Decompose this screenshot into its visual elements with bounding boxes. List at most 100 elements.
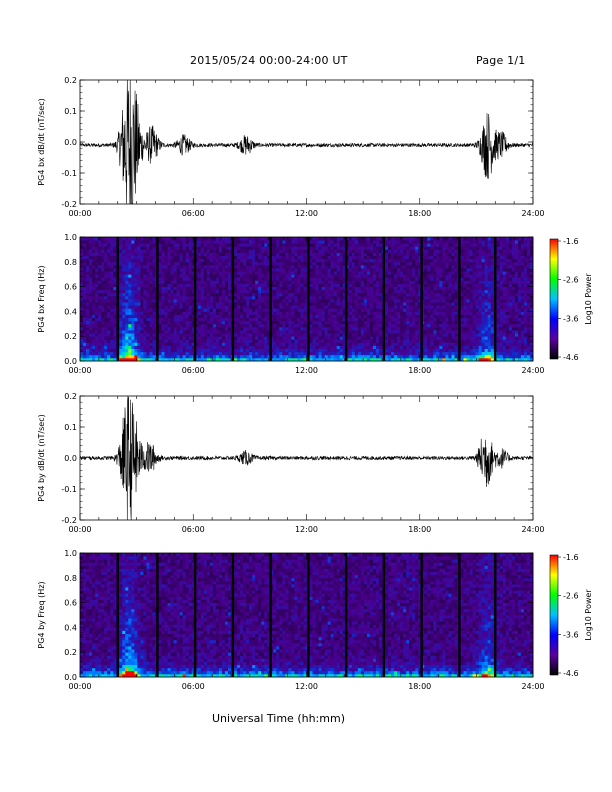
spectrogram-cell: [161, 314, 165, 318]
spectrogram-cell: [176, 268, 181, 272]
spectrogram-cell: [436, 330, 440, 334]
spectrogram-cell: [182, 330, 187, 334]
spectrogram-cell: [261, 249, 265, 253]
spectrogram-cell: [327, 345, 332, 349]
spectrogram-cell: [167, 342, 171, 346]
spectrogram-cell: [134, 342, 138, 346]
spectrogram-cell: [339, 261, 344, 266]
spectrogram-cell: [101, 354, 105, 359]
spectrogram-cell: [215, 314, 220, 318]
spectrogram-cell: [336, 271, 341, 275]
spectrogram-cell: [282, 320, 286, 325]
spectrogram-cell: [134, 336, 138, 340]
spectrogram-cell: [170, 295, 175, 300]
spectrogram-cell: [345, 302, 350, 306]
spectrogram-cell: [161, 249, 165, 253]
spectrogram-cell: [92, 280, 96, 284]
spectrogram-cell: [415, 311, 419, 315]
spectrogram-cell: [173, 274, 178, 278]
spectrogram-cell: [394, 274, 398, 278]
spectrogram-cell: [122, 252, 126, 256]
spectrogram-cell: [146, 302, 150, 306]
spectrogram-cell: [125, 357, 129, 362]
spectrogram-cell: [291, 280, 295, 284]
spectrogram-cell: [363, 354, 368, 359]
spectrogram-cell: [294, 258, 298, 263]
spectrogram-cell: [436, 326, 440, 331]
spectrogram-cell: [400, 299, 404, 303]
spectrogram-cell: [113, 268, 117, 272]
spectrogram-cell: [122, 305, 126, 309]
spectrogram-cell: [351, 305, 356, 309]
spectrogram-cell: [378, 339, 383, 343]
spectrogram-cell: [412, 351, 416, 356]
spectrogram-cell: [369, 280, 374, 284]
spectrogram-cell: [273, 354, 277, 359]
spectrogram-cell: [261, 274, 265, 278]
spectrogram-cell: [98, 317, 102, 322]
spectrogram-cell: [191, 326, 196, 331]
spectrogram-cell: [221, 308, 226, 312]
spectrogram-cell: [227, 264, 232, 269]
spectrogram-cell: [424, 305, 428, 309]
spectrogram-cell: [107, 342, 111, 346]
spectrogram-cell: [218, 277, 223, 281]
spectrogram-cell: [134, 323, 138, 328]
spectrogram-cell: [342, 320, 347, 325]
spectrogram-cell: [170, 345, 175, 349]
spectrogram-cell: [167, 243, 171, 247]
spectrogram-cell: [110, 357, 114, 362]
spectrogram-cell: [258, 292, 262, 297]
spectrogram-cell: [131, 314, 135, 318]
spectrogram-cell: [107, 357, 111, 362]
spectrogram-cell: [107, 326, 111, 331]
spectrogram-cell: [388, 246, 392, 250]
spectrogram-cell: [360, 299, 365, 303]
spectrogram-cell: [173, 339, 178, 343]
spectrogram-cell: [92, 261, 96, 266]
spectrogram-cell: [357, 323, 362, 328]
spectrogram-cell: [360, 357, 365, 362]
spectrogram-cell: [221, 345, 226, 349]
spectrogram-cell: [339, 311, 344, 315]
spectrogram-cell: [400, 240, 404, 244]
spectrogram-cell: [357, 314, 362, 318]
spectrogram-cell: [418, 289, 422, 294]
spectrogram-cell: [173, 345, 178, 349]
spectrogram-cell: [215, 292, 220, 297]
spectrogram-cell: [188, 289, 193, 294]
spectrogram-cell: [391, 292, 395, 297]
spectrogram-cell: [209, 342, 214, 346]
spectrogram-cell: [309, 246, 313, 250]
spectrogram-cell: [221, 280, 226, 284]
spectrogram-cell: [327, 243, 332, 247]
spectrogram-cell: [80, 351, 84, 356]
spectrogram-cell: [336, 258, 341, 263]
spectrogram-cell: [191, 323, 196, 328]
spectrogram-cell: [206, 351, 211, 356]
spectrogram-cell: [246, 274, 250, 278]
spectrogram-cell: [303, 271, 307, 275]
spectrogram-cell: [221, 264, 226, 269]
spectrogram-cell: [442, 330, 446, 334]
spectrogram-cell: [357, 268, 362, 272]
spectrogram-cell: [125, 261, 129, 266]
spectrogram-cell: [173, 326, 178, 331]
spectrogram-cell: [309, 237, 313, 241]
spectrogram-cell: [221, 305, 226, 309]
spectrogram-cell: [288, 348, 292, 353]
spectrogram-cell: [167, 249, 171, 253]
spectrogram-cell: [430, 277, 434, 281]
spectrogram-cell: [206, 255, 211, 260]
spectrogram-cell: [264, 286, 268, 291]
spectrogram-cell: [179, 237, 184, 241]
spectrogram-cell: [240, 333, 244, 337]
spectrogram-cell: [249, 311, 253, 315]
spectrogram-cell: [131, 277, 135, 281]
spectrogram-cell: [333, 252, 338, 256]
spectrogram-cell: [179, 336, 184, 340]
spectrogram-cell: [436, 261, 440, 266]
spectrogram-cell: [357, 249, 362, 253]
spectrogram-cell: [125, 258, 129, 263]
spectrogram-cell: [185, 326, 190, 331]
